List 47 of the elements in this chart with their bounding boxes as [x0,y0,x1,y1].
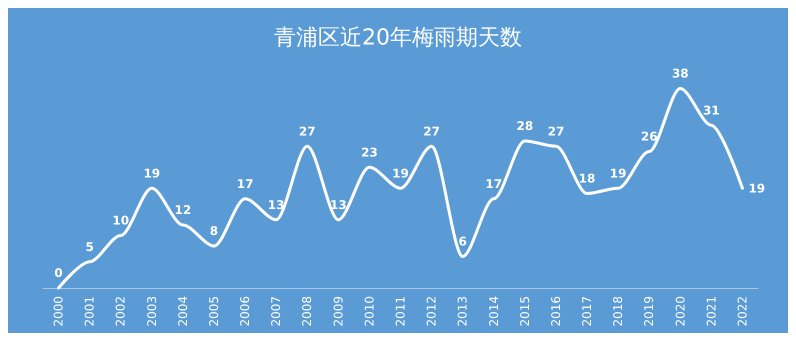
x-tick-label: 2005 [206,296,221,327]
x-tick-label: 2015 [518,296,532,327]
x-tick-label: 2004 [176,296,190,327]
data-label: 8 [210,224,218,238]
x-tick-label: 2021 [704,296,718,327]
data-label: 12 [174,203,192,217]
data-label: 18 [578,172,596,186]
data-label: 28 [516,119,534,133]
x-tick-label: 2006 [238,296,252,327]
data-label: 19 [748,181,766,196]
x-tick-label: 2003 [144,296,159,327]
x-tick-label: 2012 [424,296,439,327]
x-tick-label: 2008 [300,296,314,327]
x-tick-label: 2013 [456,296,470,327]
data-label: 19 [392,166,409,180]
data-label: 26 [640,130,658,144]
x-tick-label: 2017 [580,296,594,327]
data-label: 5 [85,240,94,254]
data-label: 27 [423,124,440,138]
data-label: 23 [361,145,378,160]
data-label: 27 [548,124,564,138]
x-tick-label: 2020 [673,296,688,327]
x-tick-label: 2011 [394,296,408,327]
x-tick-label: 2022 [735,296,750,327]
x-tick-label: 2018 [611,296,626,327]
data-label: 31 [703,103,720,118]
x-tick-label: 2002 [114,296,128,327]
x-tick-label: 2007 [269,296,284,327]
x-tick-label: 2009 [331,296,346,327]
x-tick-label: 2000 [52,296,66,327]
x-tick-label: 2014 [486,296,501,327]
data-label: 6 [458,234,467,248]
data-label: 19 [143,166,160,180]
data-label: 38 [672,66,689,80]
data-label: 10 [112,214,130,228]
x-tick-label: 2019 [642,296,656,327]
x-tick-label: 2001 [82,296,97,327]
data-label: 17 [485,176,502,191]
data-label: 27 [298,124,316,138]
x-tick-label: 2016 [548,296,563,327]
data-label: 0 [54,266,63,280]
x-tick-label: 2010 [362,296,376,327]
data-label: 13 [330,198,347,212]
data-label: 17 [236,176,254,191]
data-label: 19 [610,166,626,180]
data-label: 13 [268,198,285,212]
chart-title: 青浦区近20年梅雨期天数 [274,26,522,50]
